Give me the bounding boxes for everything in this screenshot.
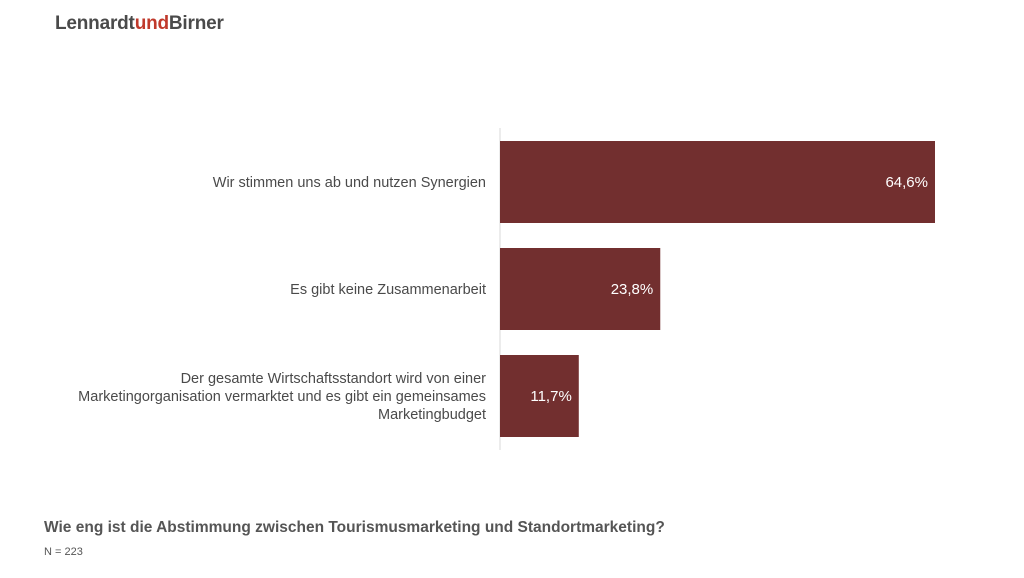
category-label-3-line-2: Marketingorganisation vermarktet und es … <box>78 389 486 405</box>
logo-part-und: und <box>134 13 169 34</box>
bar-3 <box>500 355 579 437</box>
value-label-3: 11,7% <box>530 388 571 405</box>
bars-group: 64,6% Wir stimmen uns ab und nutzen Syner… <box>78 141 935 437</box>
category-label-2-line-1: Es gibt keine Zusammenarbeit <box>290 282 486 298</box>
value-label-2: 23,8% <box>611 281 654 298</box>
bar-1 <box>500 141 935 223</box>
logo-part-lennardt: Lennardt <box>55 13 135 34</box>
logo: LennardtundBirner <box>55 13 224 35</box>
value-label-1: 64,6% <box>885 174 928 191</box>
sample-size: N = 223 <box>44 546 83 558</box>
category-label-1-line-1: Wir stimmen uns ab und nutzen Synergien <box>213 175 486 191</box>
bar-2 <box>500 248 661 330</box>
survey-question: Wie eng ist die Abstimmung zwischen Tour… <box>44 519 665 536</box>
logo-part-birner: Birner <box>168 13 224 34</box>
category-label-3-line-1: Der gesamte Wirtschaftsstandort wird von… <box>181 371 487 387</box>
category-label-3-line-3: Marketingbudget <box>378 407 486 423</box>
